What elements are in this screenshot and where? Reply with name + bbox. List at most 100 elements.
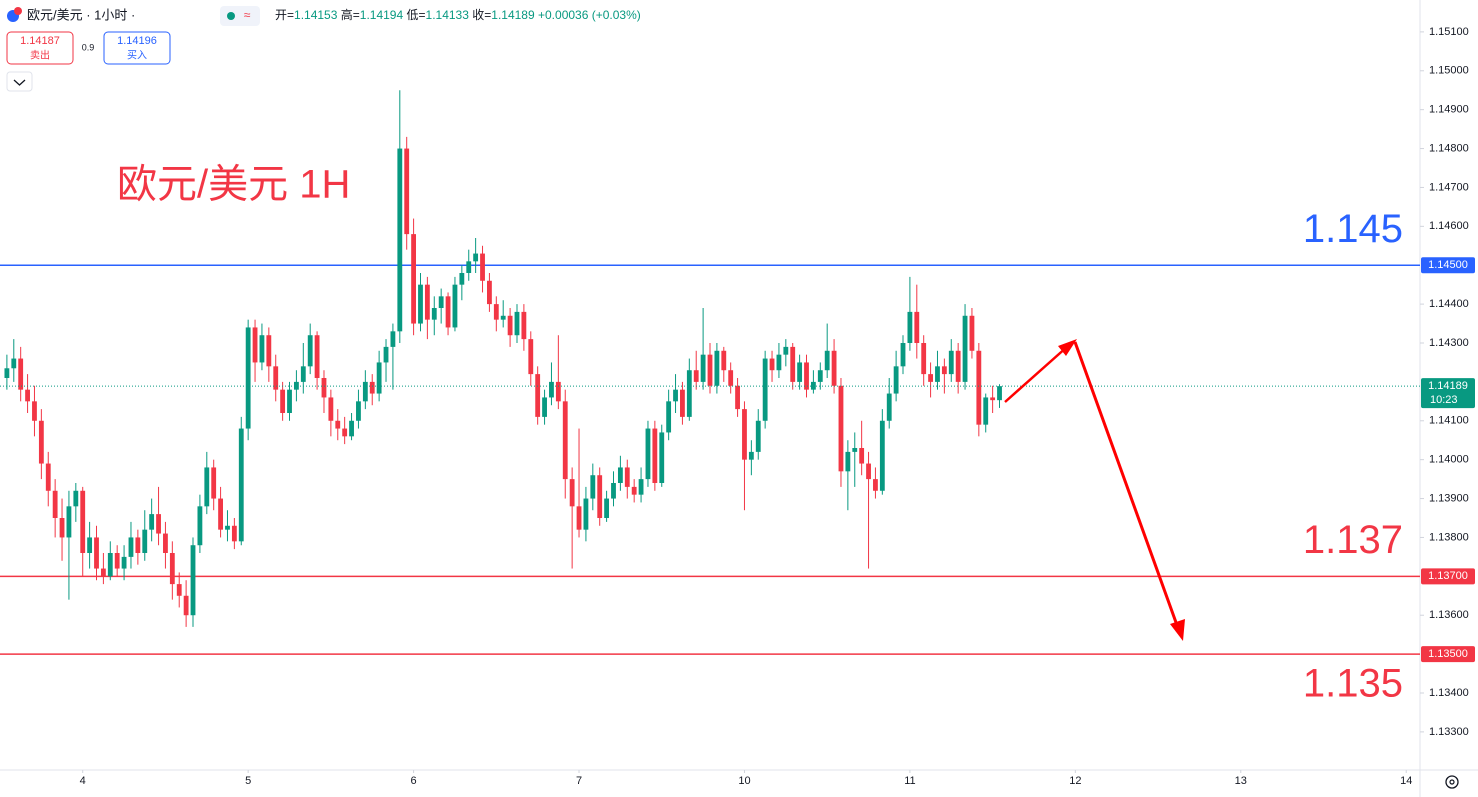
candle-body — [824, 350, 830, 371]
candle-body — [404, 148, 410, 235]
candle-body — [769, 358, 775, 371]
symbol-icon — [7, 7, 22, 22]
candle-body — [328, 397, 334, 421]
ohlc-value: 1.14194 — [360, 8, 404, 22]
ohlc-change: +0.00036 (+0.03%) — [538, 8, 641, 22]
candle-body — [638, 479, 644, 495]
x-tick-label: 10 — [738, 775, 750, 787]
y-tick-label: 1.15100 — [1429, 26, 1469, 38]
candle-body — [831, 350, 837, 386]
candle-body — [928, 374, 933, 382]
candle-body — [176, 584, 182, 596]
candle-body — [576, 506, 582, 530]
candle-body — [349, 420, 354, 437]
candle-body — [914, 311, 920, 343]
level-label: 1.135 — [1303, 662, 1403, 706]
forecast-arrows — [1004, 339, 1185, 641]
candle-body — [797, 362, 803, 382]
candle-body — [907, 311, 913, 343]
candle-body — [190, 545, 196, 616]
candle-body — [362, 381, 368, 402]
candle-body — [866, 463, 871, 480]
x-tick-label: 12 — [1069, 775, 1081, 787]
candle-body — [121, 556, 127, 569]
y-tick-label: 1.13300 — [1429, 726, 1469, 738]
x-tick-label: 6 — [411, 775, 417, 787]
last-price-label: 1.14189 — [1428, 380, 1468, 392]
candle-body — [411, 234, 417, 324]
candle-body — [142, 529, 148, 553]
candle-body — [445, 296, 451, 328]
candle-body — [4, 368, 10, 378]
candle-body — [218, 498, 223, 530]
buy-box[interactable]: 1.14196 买入 — [103, 31, 171, 65]
candle-body — [314, 335, 320, 378]
candle-body — [397, 148, 403, 332]
collapse-button[interactable] — [6, 71, 33, 92]
level-tag-label: 1.14500 — [1428, 259, 1468, 271]
ohlc-text: 开=1.14153 高=1.14194 低=1.14133 收=1.14189 … — [275, 7, 641, 22]
candle-body — [342, 428, 348, 437]
candle-body — [997, 386, 1002, 401]
level-tag — [1421, 568, 1475, 585]
ohlc-header: 开=1.14153 高=1.14194 低=1.14133 收=1.14189 … — [275, 7, 641, 22]
candle-body — [231, 525, 237, 542]
y-tick-label: 1.14700 — [1429, 181, 1469, 193]
candle-body — [225, 525, 230, 530]
y-tick-label: 1.13900 — [1429, 492, 1469, 504]
candle-body — [990, 397, 996, 401]
y-tick-label: 1.14000 — [1429, 454, 1469, 466]
candle-body — [935, 366, 940, 382]
candle-body — [666, 401, 672, 433]
candle-body — [107, 553, 113, 577]
candle-body — [252, 327, 258, 363]
ohlc-key: 开= — [275, 8, 294, 22]
candle-body — [900, 343, 906, 367]
candle-body — [293, 381, 299, 390]
candle-body — [693, 370, 699, 382]
x-tick-label: 7 — [576, 775, 582, 787]
candle-body — [18, 358, 24, 390]
candle-body — [535, 374, 541, 417]
candle-body — [680, 389, 685, 417]
candle-body — [948, 350, 954, 375]
candle-body — [287, 389, 292, 413]
candle-body — [59, 518, 65, 538]
candle-body — [838, 385, 844, 472]
candle-body — [114, 553, 120, 569]
candle-body — [976, 350, 982, 425]
candle-body — [66, 506, 72, 538]
last-price-tag — [1421, 378, 1475, 409]
candle-body — [742, 409, 747, 460]
sell-box[interactable]: 1.14187 卖出 — [6, 31, 74, 65]
candle-body — [624, 467, 630, 487]
svg-text:≈: ≈ — [244, 8, 251, 22]
candle-body — [555, 381, 561, 402]
candle-body — [480, 253, 485, 281]
candle-body — [962, 315, 968, 382]
candle-body — [845, 451, 851, 472]
candle-body — [466, 261, 472, 273]
candle-body — [521, 311, 527, 340]
ohlc-value: 1.14133 — [426, 8, 470, 22]
candle-body — [755, 420, 761, 452]
candle-body — [459, 273, 465, 285]
candle-body — [728, 370, 734, 386]
candle-body — [707, 354, 713, 386]
candle-body — [128, 537, 134, 557]
candle-body — [163, 533, 168, 553]
candle-body — [11, 358, 17, 369]
candle-body — [335, 420, 341, 429]
spread: 0.9 — [82, 42, 95, 52]
plot: 1.15100 1.15000 1.14900 1.14800 1.14700 1.146… — [0, 26, 1475, 787]
candle-body — [493, 304, 499, 320]
settings-icon[interactable] — [1445, 775, 1459, 789]
candle-body — [32, 401, 37, 421]
level-label: 1.137 — [1303, 518, 1403, 562]
candle-body — [300, 366, 306, 382]
candle-body — [307, 335, 313, 367]
candle-body — [100, 568, 106, 577]
candle-body — [852, 448, 858, 452]
candle-body — [721, 350, 727, 371]
